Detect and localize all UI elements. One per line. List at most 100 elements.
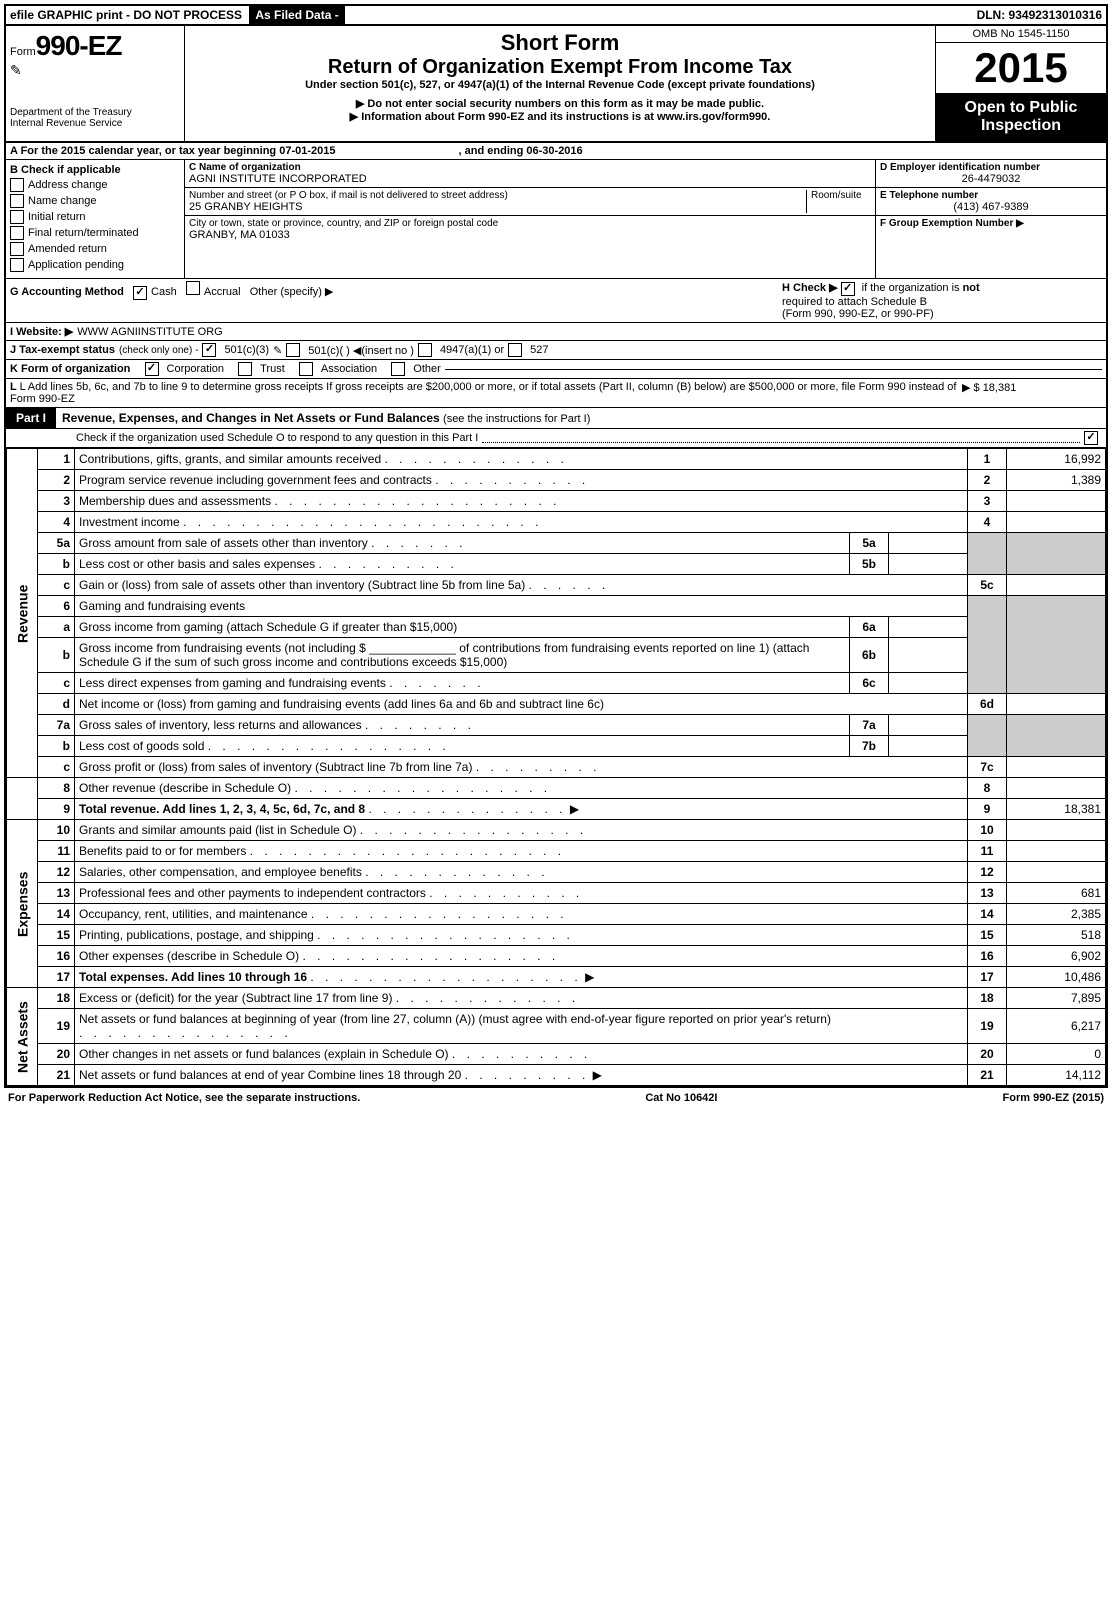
lbl-corporation: Corporation <box>167 363 224 375</box>
line-6d-desc: Net income or (loss) from gaming and fun… <box>75 694 968 715</box>
under-section: Under section 501(c), 527, or 4947(a)(1)… <box>193 79 927 91</box>
side-netassets: Net Assets <box>7 988 38 1086</box>
colC-room-label: Room/suite <box>807 190 871 213</box>
line-14-val: 2,385 <box>1007 904 1106 925</box>
chk-corporation[interactable] <box>145 362 159 376</box>
open-line2: Inspection <box>940 117 1102 135</box>
line-7c-no: 7c <box>968 757 1007 778</box>
line-10-desc: Grants and similar amounts paid (list in… <box>79 823 356 837</box>
footer-left: For Paperwork Reduction Act Notice, see … <box>8 1092 360 1104</box>
l-amount: ▶ $ 18,381 <box>962 381 1102 405</box>
line-18-num: 18 <box>38 988 75 1009</box>
colC-city-label: City or town, state or province, country… <box>189 218 871 229</box>
footer: For Paperwork Reduction Act Notice, see … <box>4 1088 1108 1108</box>
line-6b-num: b <box>38 638 75 673</box>
colC-name-label: C Name of organization <box>189 162 871 173</box>
line-3-num: 3 <box>38 491 75 512</box>
chk-schedule-o[interactable] <box>1084 431 1098 445</box>
chk-amended-return[interactable] <box>10 242 24 256</box>
lines-table: Revenue 1 Contributions, gifts, grants, … <box>6 448 1106 1086</box>
colD-ein-label: D Employer identification number <box>880 162 1102 173</box>
colC-street-label: Number and street (or P O box, if mail i… <box>189 190 802 201</box>
line-2-num: 2 <box>38 470 75 491</box>
line-21-desc: Net assets or fund balances at end of ye… <box>79 1068 461 1082</box>
line-7c-val <box>1007 757 1106 778</box>
row-j-tax-exempt: J Tax-exempt status (check only one) - 5… <box>6 341 1106 360</box>
lbl-trust: Trust <box>260 363 285 375</box>
line-10-val <box>1007 820 1106 841</box>
lbl-initial-return: Initial return <box>28 211 85 223</box>
line-6b-desc: Gross income from fundraising events (no… <box>79 641 809 669</box>
chk-schedule-b-not-required[interactable] <box>841 282 855 296</box>
return-title: Return of Organization Exempt From Incom… <box>193 56 927 79</box>
line-11-val <box>1007 841 1106 862</box>
chk-initial-return[interactable] <box>10 210 24 224</box>
chk-501c3[interactable] <box>202 343 216 357</box>
org-name: AGNI INSTITUTE INCORPORATED <box>189 173 871 185</box>
i-label: I Website: ▶ <box>10 325 73 338</box>
col-b-checkboxes: B Check if applicable Address change Nam… <box>6 160 185 278</box>
chk-application-pending[interactable] <box>10 258 24 272</box>
irs-link[interactable]: www.irs.gov/form990 <box>657 111 767 123</box>
line-9-no: 9 <box>968 799 1007 820</box>
line-11-num: 11 <box>38 841 75 862</box>
line-20-val: 0 <box>1007 1044 1106 1065</box>
line-16-num: 16 <box>38 946 75 967</box>
line-21-val: 14,112 <box>1007 1065 1106 1086</box>
inst2-post: . <box>767 111 770 123</box>
row-k-form-of-org: K Form of organization Corporation Trust… <box>6 360 1106 379</box>
line-6b-mini: 6b <box>850 638 889 673</box>
line-6c-mini: 6c <box>850 673 889 694</box>
row-i-website: I Website: ▶ WWW AGNIINSTITUTE ORG <box>6 323 1106 341</box>
line-1-desc: Contributions, gifts, grants, and simila… <box>79 452 381 466</box>
line-19-no: 19 <box>968 1009 1007 1044</box>
line-21-no: 21 <box>968 1065 1007 1086</box>
chk-final-return[interactable] <box>10 226 24 240</box>
line-5c-desc: Gain or (loss) from sale of assets other… <box>79 578 525 592</box>
line-16-desc: Other expenses (describe in Schedule O) <box>79 949 299 963</box>
chk-address-change[interactable] <box>10 178 24 192</box>
line-7c-desc: Gross profit or (loss) from sales of inv… <box>79 760 472 774</box>
line-3-no: 3 <box>968 491 1007 512</box>
line-15-no: 15 <box>968 925 1007 946</box>
row-l-gross-receipts: L L Add lines 5b, 6c, and 7b to line 9 t… <box>6 379 1106 408</box>
line-5c-num: c <box>38 575 75 596</box>
line-3-desc: Membership dues and assessments <box>79 494 271 508</box>
chk-other-org[interactable] <box>391 362 405 376</box>
line-7b-mini: 7b <box>850 736 889 757</box>
line-6d-no: 6d <box>968 694 1007 715</box>
h-text4: (Form 990, 990-EZ, or 990-PF) <box>782 308 934 320</box>
line-5b-num: b <box>38 554 75 575</box>
line-6c-num: c <box>38 673 75 694</box>
j-sub: (check only one) - <box>119 345 198 356</box>
part-i-header: Part I Revenue, Expenses, and Changes in… <box>6 408 1106 429</box>
chk-name-change[interactable] <box>10 194 24 208</box>
chk-4947[interactable] <box>418 343 432 357</box>
line-4-desc: Investment income <box>79 515 180 529</box>
col-c-org-info: C Name of organization AGNI INSTITUTE IN… <box>185 160 876 278</box>
line-4-num: 4 <box>38 512 75 533</box>
chk-association[interactable] <box>299 362 313 376</box>
line-20-desc: Other changes in net assets or fund bala… <box>79 1047 449 1061</box>
help-icon[interactable]: ✎ <box>10 62 180 79</box>
chk-accrual[interactable] <box>186 281 200 295</box>
lbl-4947: 4947(a)(1) or <box>440 344 504 356</box>
form-header: Form990-EZ ✎ Department of the Treasury … <box>6 26 1106 143</box>
efile-text: efile GRAPHIC print - DO NOT PROCESS <box>10 8 242 22</box>
chk-527[interactable] <box>508 343 522 357</box>
dln-text: DLN: 93492313010316 <box>977 8 1102 22</box>
row-h-schedule-b: H Check ▶ if the organization is not req… <box>778 279 1106 322</box>
line-17-no: 17 <box>968 967 1007 988</box>
h-text2: if the organization is <box>862 282 960 294</box>
line-19-desc: Net assets or fund balances at beginning… <box>79 1012 831 1026</box>
chk-cash[interactable] <box>133 286 147 300</box>
line-1-num: 1 <box>38 449 75 470</box>
website-value: WWW AGNIINSTITUTE ORG <box>77 326 222 338</box>
line-18-desc: Excess or (deficit) for the year (Subtra… <box>79 991 392 1005</box>
line-8-val <box>1007 778 1106 799</box>
tax-year: 2015 <box>936 43 1106 93</box>
chk-501c[interactable] <box>286 343 300 357</box>
help-icon-501c3[interactable]: ✎ <box>273 344 282 357</box>
chk-trust[interactable] <box>238 362 252 376</box>
line-2-no: 2 <box>968 470 1007 491</box>
